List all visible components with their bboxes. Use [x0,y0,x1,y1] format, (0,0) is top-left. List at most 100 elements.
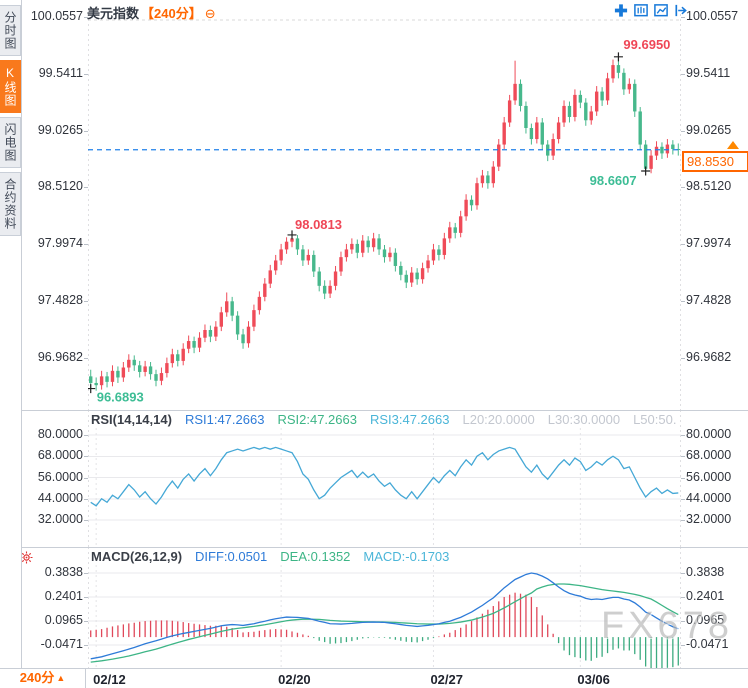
svg-text:98.6607: 98.6607 [590,173,637,188]
tick-mark [681,597,685,598]
macd-tick-left: 0.3838 [44,565,83,579]
rsi-header-item: RSI3:47.2663 [369,412,450,427]
macd-tick-right: 0.2401 [686,589,725,603]
macd-tick-left: 0.0965 [44,612,83,627]
rsi-header-item: L20:20.0000 [462,412,535,427]
rsi-line [90,446,679,507]
period-selector[interactable]: 240分 ▲ [0,669,86,688]
chart-type-tabs: 分时图 K线图闪电图合约资料 [0,0,21,236]
price-tick-left: 99.5411 [38,65,83,80]
tick-mark [681,644,685,646]
macd-tick-right: 0.0965 [686,612,725,627]
price-annotation: 96.6893 [88,384,144,405]
crosshair-icon[interactable] [613,3,629,18]
candles-layer [89,56,680,391]
tick-mark [84,573,88,574]
tick-mark [84,644,88,646]
macd-header-item: MACD(26,12,9) [91,549,183,564]
symbol-name: 美元指数 [87,6,140,21]
tick-mark [681,435,685,436]
price-tick-right: 97.4828 [686,292,732,307]
tick-mark [84,456,88,458]
rsi-indicator-chart[interactable] [88,410,681,547]
tick-mark [84,17,88,18]
tick-mark [681,244,685,246]
tick-mark [681,357,685,359]
tick-mark [681,520,685,521]
macd-tick-left: -0.0471 [40,636,83,651]
sidebar-tab-3[interactable]: 闪电图 [0,117,21,168]
tick-mark [681,477,685,479]
rsi-tick-left: 68.0000 [37,448,83,463]
rsi-tick-left: 32.0000 [37,512,83,526]
svg-text:99.6950: 99.6950 [623,37,670,52]
rsi-tick-right: 56.0000 [686,469,732,484]
tick-mark [681,187,685,189]
price-tick-left: 96.9682 [37,349,83,364]
price-annotation: 99.6950 [613,37,670,62]
svg-text:96.6893: 96.6893 [97,390,144,405]
tick-mark [84,620,88,622]
rsi-header-item: RSI1:47.2663 [184,412,265,427]
tick-mark [84,597,88,598]
price-tick-left: 100.0557 [30,9,83,23]
tick-mark [84,187,88,189]
price-tick-right: 99.0265 [686,122,732,137]
chart-toolbar [613,3,689,18]
sidebar-tab-4[interactable]: 合约资料 [0,172,21,236]
diff-line [90,572,679,660]
price-tick-right: 96.9682 [686,349,732,364]
price-tick-left: 97.4828 [37,292,83,307]
price-arrow-marker [727,141,739,149]
macd-histogram [90,592,679,668]
tick-mark [84,498,88,500]
tick-mark [681,17,685,18]
macd-indicator-chart[interactable] [88,547,681,668]
rsi-tick-left: 44.0000 [37,490,83,505]
rsi-tick-left: 80.0000 [37,427,83,441]
tick-mark [681,73,685,75]
tick-mark [84,73,88,75]
price-tick-left: 98.5120 [37,179,83,194]
rsi-header-item: RSI2:47.2663 [277,412,357,427]
macd-tick-right: 0.3838 [686,565,725,579]
rsi-header-item: L50:50. [633,412,677,427]
tick-mark [681,620,685,622]
price-tick-right: 100.0557 [686,9,739,23]
price-tick-left: 97.9974 [37,236,83,251]
panel-divider [22,547,748,548]
price-tick-right: 98.5120 [686,179,732,194]
price-annotation: 98.6607 [590,166,651,188]
period-label: 240分 [19,670,55,685]
sidebar: 分时图 K线图闪电图合约资料 [0,0,22,688]
collapse-icon[interactable]: ⊖ [204,6,216,21]
pan-right-icon[interactable] [673,3,689,18]
rsi-tick-right: 68.0000 [686,448,732,463]
price-tick-left: 99.0265 [37,122,83,137]
bottom-bar: 240分 ▲ 02/12 02/20 02/27 03/06 [0,668,748,688]
x-axis-date-label: 02/20 [278,672,311,687]
tick-mark [84,357,88,359]
price-tick-right: 97.9974 [686,236,732,251]
tick-mark [84,244,88,246]
rsi-tick-right: 44.0000 [686,490,732,505]
sidebar-tab-1[interactable]: 分时图 [0,5,21,56]
tick-mark [681,498,685,500]
trend-panel-icon[interactable] [653,3,669,18]
candle-panel-icon[interactable] [633,3,649,18]
tick-mark [84,520,88,521]
period-tag: 【240分】 [141,6,202,21]
macd-header-item: MACD:-0.1703 [363,549,450,564]
sidebar-tab-2[interactable]: K线图 [0,60,21,113]
rsi-tick-left: 56.0000 [37,469,83,484]
rsi-tick-right: 32.0000 [686,512,732,526]
candlestick-chart[interactable]: 99.6950 98.0813 98.6607 96.6893 [88,0,681,410]
x-axis-date-label: 02/12 [93,672,126,687]
rsi-header-item: RSI(14,14,14) [91,412,172,427]
svg-text:98.0813: 98.0813 [295,217,342,232]
macd-header-item: DEA:0.1352 [280,549,351,564]
chart-title: 美元指数 【240分】 ⊖ [87,3,216,22]
tick-mark [681,300,685,302]
x-axis-date-label: 02/27 [430,672,463,687]
